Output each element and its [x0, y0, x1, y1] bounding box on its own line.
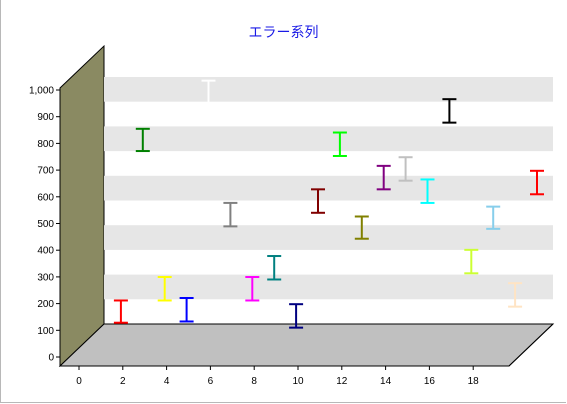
x-tick-label: 18 — [468, 376, 480, 387]
error-bar — [223, 201, 238, 228]
x-tick-label: 0 — [76, 376, 82, 387]
x-tick-label: 8 — [251, 376, 257, 387]
error-bar — [508, 282, 523, 308]
error-bar — [179, 297, 194, 323]
grid-band — [104, 77, 553, 102]
error-bar — [486, 205, 501, 230]
y-tick-label: 700 — [37, 166, 54, 177]
x-tick-label: 6 — [208, 376, 214, 387]
floor-edge — [508, 323, 554, 367]
error-bar — [289, 303, 304, 329]
y-tick-label: 500 — [37, 219, 54, 230]
x-tick-label: 14 — [380, 376, 392, 387]
error-bar — [113, 299, 128, 324]
y-tick-label: 200 — [37, 299, 54, 310]
grid-band — [104, 175, 553, 201]
y-tick-label: 0 — [48, 353, 54, 364]
error-bar — [267, 255, 282, 281]
x-tick-label: 16 — [424, 376, 436, 387]
error-bar — [420, 178, 435, 204]
error-bar — [201, 79, 216, 106]
grid-band — [104, 225, 553, 250]
error-bar — [530, 169, 544, 196]
grid-bands — [104, 77, 553, 300]
error-bar — [464, 248, 479, 275]
y-tick-label: 800 — [37, 139, 54, 150]
error-bar — [376, 164, 391, 191]
error-bar — [398, 156, 413, 182]
left-wall — [59, 44, 105, 368]
y-tick-label: 400 — [37, 246, 54, 257]
x-tick-label: 12 — [336, 376, 348, 387]
y-tick-label: 300 — [37, 272, 54, 283]
chart-title: エラー系列 — [248, 25, 319, 41]
grid-band — [104, 274, 553, 300]
error-bar — [157, 276, 172, 302]
axes — [59, 90, 554, 367]
error-bar — [135, 127, 150, 153]
y-tick-label: 1,000 — [29, 86, 54, 97]
y-tick-label: 900 — [37, 112, 54, 123]
y-axis-ticks: 0 100 200 300 400 500 600 700 800 900 1,000 — [29, 86, 60, 364]
floor — [58, 323, 555, 367]
error-bar — [332, 131, 347, 157]
error-bar — [245, 276, 260, 302]
error-bar — [311, 188, 325, 214]
grid-band — [104, 126, 553, 152]
error-bar — [354, 215, 369, 240]
x-tick-label: 10 — [292, 376, 304, 387]
error-bar — [442, 98, 457, 124]
y-tick-label: 600 — [37, 192, 54, 203]
x-axis-ticks: 0 2 4 6 8 10 12 14 16 18 — [76, 366, 479, 387]
y-tick-label: 100 — [37, 326, 54, 337]
x-tick-label: 4 — [164, 376, 170, 387]
error-bars — [113, 79, 544, 329]
x-tick-label: 2 — [120, 376, 126, 387]
